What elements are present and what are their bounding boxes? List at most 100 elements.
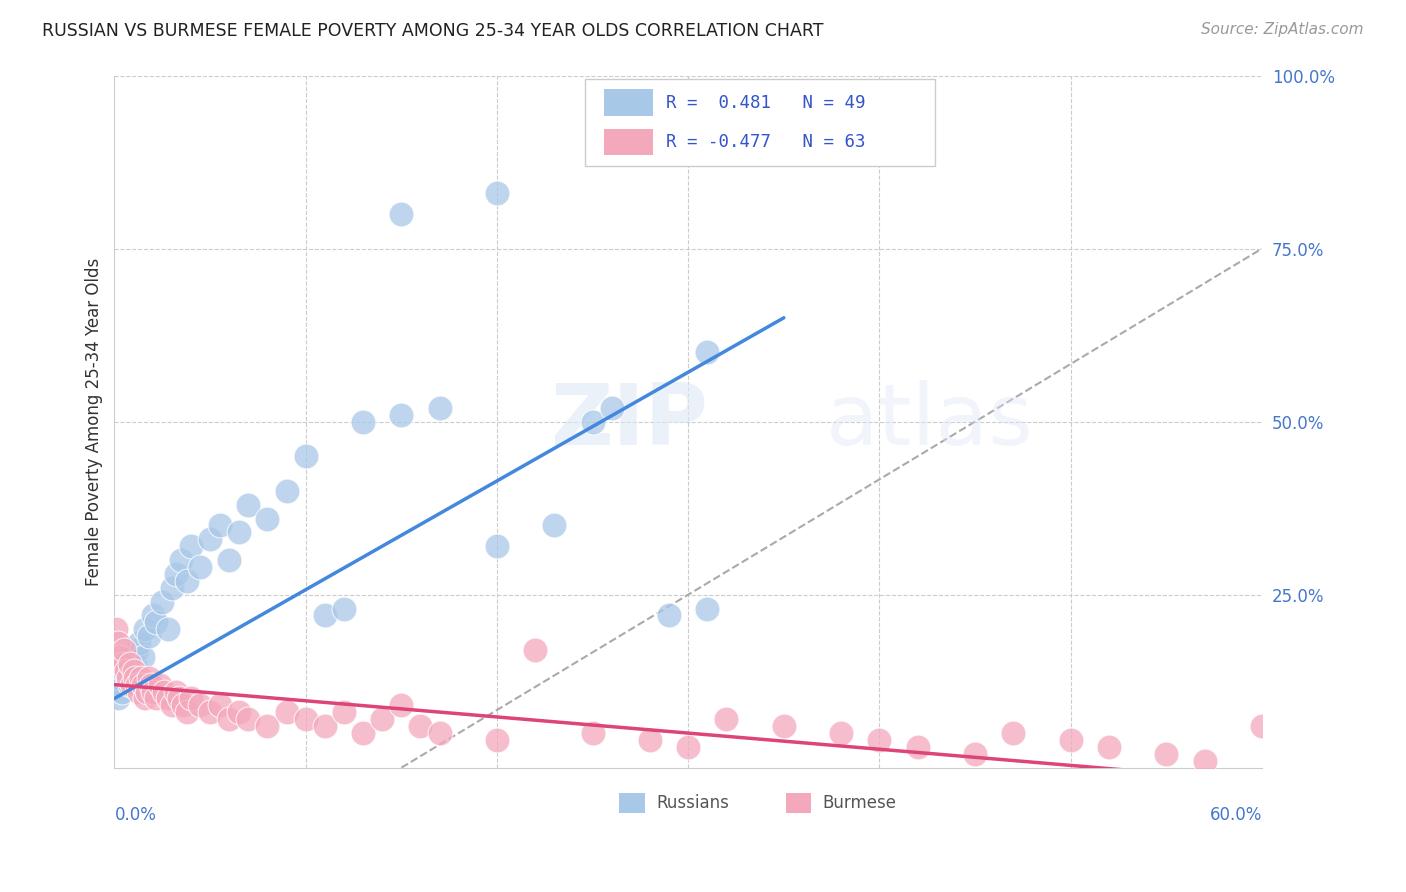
Point (352, 415, 374, 429)
Text: Russians: Russians (657, 794, 728, 812)
Point (256, 511, 278, 525)
Point (169, 691, 191, 706)
Point (156, 691, 179, 706)
Point (965, 747, 987, 761)
Point (294, 712, 316, 726)
Point (352, 726, 374, 740)
Point (830, 726, 852, 740)
Point (314, 719, 336, 733)
Point (190, 560, 212, 574)
Point (150, 594, 173, 608)
Point (111, 657, 134, 671)
Point (238, 498, 260, 512)
Point (485, 186, 508, 201)
Point (128, 684, 150, 698)
Point (160, 698, 183, 713)
Point (294, 449, 316, 463)
Point (256, 719, 278, 733)
Point (115, 664, 138, 678)
Bar (620, 793, 644, 813)
Text: R = -0.477   N = 63: R = -0.477 N = 63 (666, 133, 866, 151)
Point (485, 733, 508, 747)
Point (138, 671, 160, 685)
Point (138, 629, 160, 643)
Point (176, 574, 198, 588)
Point (228, 706, 250, 720)
Point (198, 706, 221, 720)
Point (581, 726, 603, 740)
Point (389, 207, 412, 221)
Point (333, 706, 356, 720)
Point (389, 698, 412, 713)
Point (1060, 733, 1083, 747)
Point (121, 649, 143, 664)
Point (145, 615, 167, 630)
Point (218, 712, 240, 726)
Point (134, 622, 156, 636)
Point (142, 608, 165, 623)
Point (112, 643, 135, 657)
Point (124, 671, 146, 685)
Point (620, 137, 643, 152)
Point (773, 719, 796, 733)
Point (156, 622, 179, 636)
Point (134, 691, 156, 706)
Point (105, 622, 128, 636)
Point (696, 345, 718, 359)
Text: R =  0.481   N = 49: R = 0.481 N = 49 (666, 94, 866, 112)
Point (139, 678, 162, 692)
Point (429, 401, 451, 415)
Point (190, 698, 212, 713)
Text: ZIP: ZIP (551, 380, 709, 463)
Point (129, 671, 152, 685)
Point (180, 539, 202, 553)
Point (117, 671, 139, 685)
Point (127, 643, 149, 657)
Point (276, 483, 298, 498)
Text: RUSSIAN VS BURMESE FEMALE POVERTY AMONG 25-34 YEAR OLDS CORRELATION CHART: RUSSIAN VS BURMESE FEMALE POVERTY AMONG … (42, 22, 824, 40)
Point (105, 678, 128, 692)
Point (142, 684, 165, 698)
Y-axis label: Female Poverty Among 25-34 Year Olds: Female Poverty Among 25-34 Year Olds (86, 258, 103, 586)
Point (176, 706, 198, 720)
Text: Source: ZipAtlas.com: Source: ZipAtlas.com (1201, 22, 1364, 37)
Point (1098, 739, 1121, 754)
Point (409, 719, 432, 733)
Point (132, 649, 155, 664)
Point (118, 678, 141, 692)
Point (276, 706, 298, 720)
Text: 0.0%: 0.0% (114, 805, 156, 824)
Point (107, 691, 129, 706)
Text: atlas: atlas (825, 380, 1033, 463)
Point (1156, 747, 1178, 761)
Point (122, 664, 145, 678)
Point (333, 601, 356, 615)
Point (638, 733, 661, 747)
Point (228, 525, 250, 540)
Point (172, 698, 194, 713)
Point (111, 684, 134, 698)
Point (1251, 719, 1274, 733)
Point (314, 608, 336, 623)
Bar (605, 128, 652, 155)
Point (160, 581, 183, 595)
Point (117, 671, 139, 685)
Text: Burmese: Burmese (823, 794, 897, 812)
Point (208, 698, 231, 713)
Point (108, 671, 131, 685)
Point (389, 408, 412, 422)
Point (218, 553, 240, 567)
Point (132, 678, 155, 692)
Text: 60.0%: 60.0% (1209, 805, 1263, 824)
Point (907, 739, 929, 754)
Point (136, 684, 159, 698)
Point (208, 518, 231, 533)
Point (149, 678, 172, 692)
Point (600, 401, 623, 415)
Point (127, 678, 149, 692)
Point (122, 664, 145, 678)
Point (115, 657, 138, 671)
Point (1194, 754, 1216, 768)
Point (145, 691, 167, 706)
Point (238, 712, 260, 726)
